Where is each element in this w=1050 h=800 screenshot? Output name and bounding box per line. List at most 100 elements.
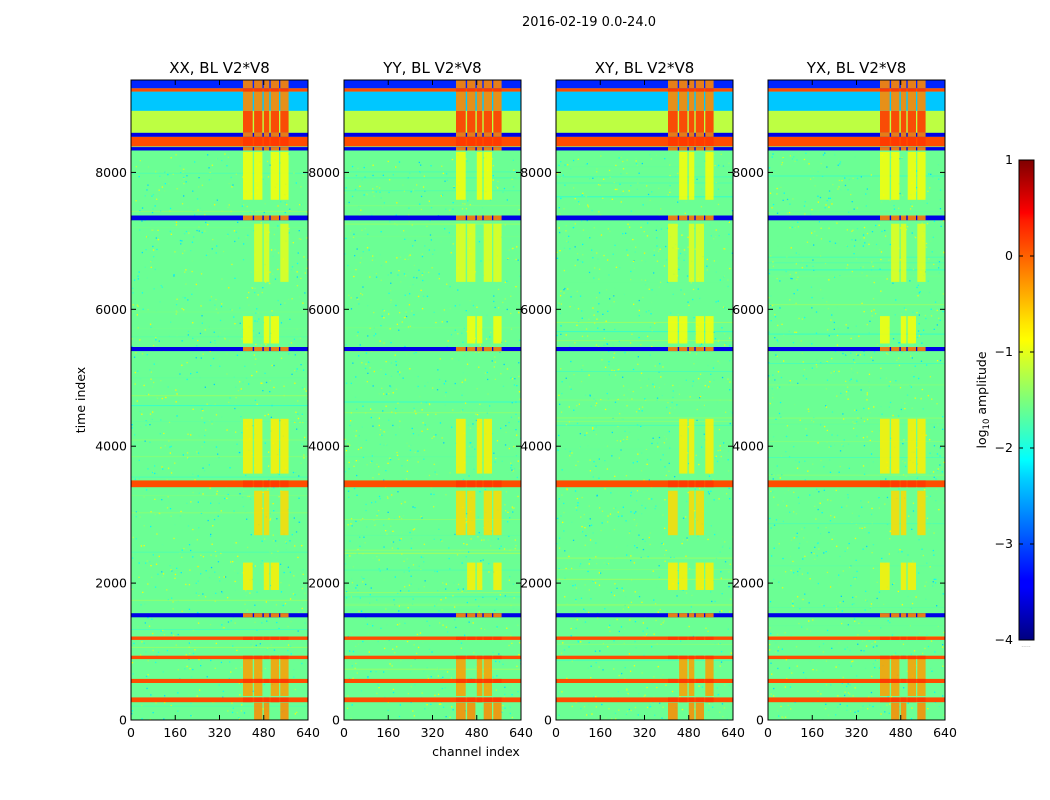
time-streak (556, 604, 733, 606)
noise-pixel (863, 420, 866, 422)
noise-pixel (871, 315, 873, 317)
noise-pixel (217, 312, 219, 314)
noise-pixel (251, 287, 253, 289)
noise-pixel (294, 713, 296, 715)
noise-pixel (822, 297, 824, 299)
time-streak (556, 557, 733, 559)
noise-pixel (845, 380, 847, 382)
noise-pixel (501, 421, 503, 423)
noise-pixel (358, 435, 360, 437)
noise-pixel (638, 408, 640, 410)
noise-pixel (567, 288, 569, 290)
noise-pixel (437, 693, 440, 695)
noise-pixel (397, 547, 399, 550)
noise-pixel (915, 693, 918, 695)
noise-pixel (593, 398, 595, 400)
noise-pixel (441, 165, 443, 167)
time-streak (131, 227, 308, 229)
noise-pixel (384, 696, 386, 698)
noise-pixel (188, 658, 190, 660)
flagged-band-segment (668, 136, 678, 147)
noise-pixel (408, 214, 410, 216)
noise-pixel (870, 310, 873, 312)
noise-pixel (270, 644, 272, 646)
noise-pixel (518, 362, 520, 364)
noise-pixel (351, 704, 353, 706)
noise-pixel (656, 237, 658, 239)
noise-pixel (569, 455, 571, 457)
noise-pixel (655, 229, 657, 231)
noise-pixel (406, 640, 409, 643)
noise-pixel (855, 258, 857, 260)
noise-pixel (276, 654, 278, 657)
noise-pixel (418, 161, 420, 164)
noise-pixel (571, 452, 573, 454)
noise-pixel (185, 654, 187, 656)
noise-pixel (590, 677, 592, 679)
noise-pixel (206, 403, 208, 405)
noise-pixel (687, 246, 689, 248)
noise-pixel (378, 417, 380, 419)
noise-pixel (716, 460, 719, 463)
noise-pixel (630, 210, 632, 212)
noise-pixel (933, 578, 935, 580)
noise-pixel (658, 387, 661, 389)
noise-pixel (232, 707, 234, 709)
noise-pixel (195, 231, 197, 233)
noise-pixel (188, 608, 191, 610)
noise-pixel (234, 570, 236, 572)
noise-pixel (570, 360, 572, 363)
noise-pixel (232, 616, 234, 619)
noise-pixel (382, 174, 384, 176)
noise-pixel (850, 178, 852, 180)
noise-pixel (423, 670, 425, 672)
flagged-band (131, 147, 308, 151)
noise-pixel (584, 584, 586, 586)
noise-pixel (566, 488, 568, 490)
noise-pixel (357, 548, 359, 551)
noise-pixel (668, 430, 670, 433)
noise-pixel (644, 284, 647, 286)
noise-pixel (234, 277, 236, 279)
noise-pixel (878, 224, 880, 226)
noise-pixel (656, 294, 658, 296)
noise-pixel (653, 254, 655, 256)
noise-pixel (723, 306, 725, 308)
noise-pixel (361, 294, 364, 296)
noise-pixel (603, 254, 605, 257)
noise-pixel (573, 187, 575, 189)
noise-pixel (391, 541, 393, 543)
noise-pixel (717, 300, 719, 302)
noise-pixel (469, 442, 472, 444)
noise-pixel (164, 695, 166, 697)
noise-pixel (227, 206, 229, 209)
noise-pixel (233, 376, 235, 378)
noise-pixel (412, 529, 415, 531)
noise-pixel (211, 423, 213, 425)
noise-pixel (646, 633, 648, 635)
noise-pixel (369, 367, 371, 369)
noise-pixel (364, 542, 366, 544)
noise-pixel (838, 186, 840, 188)
noise-pixel (871, 643, 873, 645)
noise-pixel (150, 565, 152, 567)
noise-pixel (304, 272, 306, 274)
noise-pixel (621, 193, 624, 195)
noise-pixel (347, 611, 349, 613)
noise-pixel (581, 317, 583, 319)
noise-pixel (801, 318, 803, 320)
noise-pixel (233, 230, 236, 232)
noise-pixel (879, 377, 882, 379)
noise-pixel (668, 462, 670, 464)
noise-pixel (406, 558, 408, 560)
noise-pixel (558, 537, 561, 539)
noise-pixel (588, 589, 590, 591)
noise-pixel (853, 427, 855, 430)
noise-pixel (200, 357, 202, 359)
noise-pixel (901, 551, 903, 553)
flagged-band-segment (243, 613, 253, 618)
noise-pixel (683, 293, 686, 295)
noise-pixel (615, 164, 617, 167)
noise-pixel (264, 667, 266, 670)
noise-pixel (390, 342, 392, 344)
